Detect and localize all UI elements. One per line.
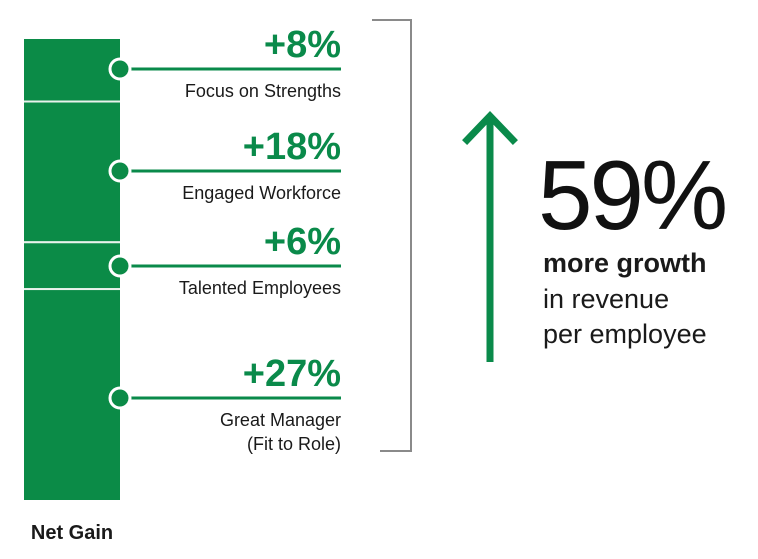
segment-value-label: +6%: [264, 221, 341, 263]
bracket-icon: [372, 19, 412, 452]
bar-segment-focus-on-strengths: [24, 39, 120, 101]
segment-divider: [24, 241, 120, 244]
segment-value-label: +18%: [243, 126, 341, 168]
segment-value-label: +27%: [243, 353, 341, 395]
segment-leaders: [108, 57, 341, 410]
segment-divider: [24, 100, 120, 103]
bar-segment-great-manager-fit-to-role: [24, 290, 120, 500]
leader-dot-great-manager-fit-to-role: [108, 386, 132, 410]
stacked-bar: [24, 39, 120, 500]
segment-name-label: (Fit to Role): [247, 434, 341, 454]
leader-dot-focus-on-strengths: [108, 57, 132, 81]
up-arrow-icon: [462, 110, 518, 362]
segment-name-label: Focus on Strengths: [185, 81, 341, 101]
segment-divider: [24, 288, 120, 291]
segment-name-label: Talented Employees: [179, 278, 341, 298]
segment-name-label: Great Manager: [220, 410, 341, 430]
leader-dot-engaged-workforce: [108, 159, 132, 183]
bar-segment-talented-employees: [24, 243, 120, 289]
segment-name-label: Engaged Workforce: [182, 183, 341, 203]
segment-value-label: +8%: [264, 24, 341, 66]
growth-caption-line1: more growth: [543, 248, 707, 278]
leader-dot-talented-employees: [108, 254, 132, 278]
x-category-label: Net Gain: [31, 522, 113, 544]
segment-labels: +27% Great Manager (Fit to Role) +6% Talente…: [179, 24, 341, 454]
growth-caption-line2: in revenue: [543, 284, 670, 314]
growth-caption-line3: per employee: [543, 319, 707, 349]
bar-segment-engaged-workforce: [24, 102, 120, 242]
total-growth-value: 59%: [538, 140, 728, 250]
